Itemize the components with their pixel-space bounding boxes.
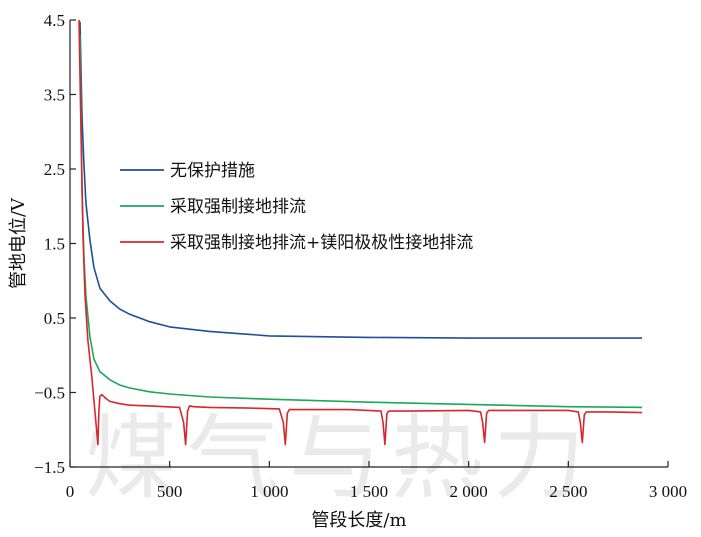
x-tick-label: 500 [157, 482, 183, 501]
x-tick-label: 2 000 [450, 482, 488, 501]
x-tick-label: 0 [66, 482, 75, 501]
y-tick-label: 4.5 [44, 11, 65, 30]
y-tick-label: 3.5 [44, 86, 65, 105]
x-axis-title: 管段长度/m [311, 510, 406, 531]
x-tick-label: 1 500 [350, 482, 388, 501]
y-axis-title: 管地电位/V [8, 197, 29, 289]
x-tick-label: 3 000 [649, 482, 687, 501]
x-tick-label: 1 000 [250, 482, 288, 501]
y-tick-label: 1.5 [44, 235, 65, 254]
y-tick-label: 0.5 [44, 309, 65, 328]
x-tick-label: 2 500 [549, 482, 587, 501]
y-tick-label: −1.5 [34, 458, 65, 477]
series-line-2 [79, 34, 643, 409]
y-tick-label: −0.5 [34, 384, 65, 403]
y-tick-label: 2.5 [44, 160, 65, 179]
watermark-text: 煤气与热力 [85, 405, 595, 512]
legend-label-2: 采取强制接地排流 [170, 197, 306, 217]
series-line-1 [79, 21, 643, 339]
legend-label-1: 无保护措施 [170, 161, 255, 181]
legend-label-3: 采取强制接地排流+镁阳极极性接地排流 [170, 233, 473, 253]
series-line-3 [78, 19, 643, 446]
